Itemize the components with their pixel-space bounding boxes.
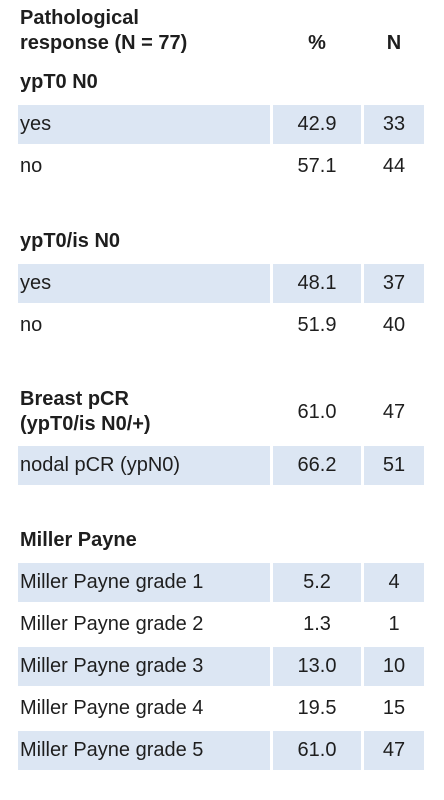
empty-cell bbox=[273, 63, 361, 102]
section-title: ypT0/is N0 bbox=[20, 230, 121, 252]
n-cell: 47 bbox=[382, 400, 406, 423]
percent-cell: 61.0 bbox=[273, 731, 361, 770]
n-cell: 37 bbox=[364, 264, 424, 303]
row-label: yes bbox=[18, 105, 270, 144]
table-row: Miller Payne grade 1 5.2 4 bbox=[18, 563, 426, 602]
n-cell: 47 bbox=[364, 731, 424, 770]
percent-cell: 5.2 bbox=[273, 563, 361, 602]
section-title-row: Miller Payne bbox=[18, 521, 426, 560]
section-title: Breast pCR (ypT0/is N0/+) bbox=[20, 388, 151, 435]
table-row: nodal pCR (ypN0) 66.2 51 bbox=[18, 446, 426, 485]
empty-cell bbox=[273, 222, 361, 261]
section-title-row: ypT0/is N0 bbox=[18, 222, 426, 261]
row-label: Miller Payne grade 5 bbox=[18, 731, 270, 770]
spacer bbox=[18, 189, 426, 222]
row-label: Miller Payne grade 2 bbox=[20, 613, 204, 635]
section-title-row: ypT0 N0 bbox=[18, 63, 426, 102]
column-header: N bbox=[386, 32, 402, 54]
row-label: Miller Payne grade 1 bbox=[18, 563, 270, 602]
spacer bbox=[18, 488, 426, 521]
percent-cell: 66.2 bbox=[273, 446, 361, 485]
percent-cell: 57.1 bbox=[297, 155, 337, 177]
header-title: Pathological response (N = 77) bbox=[20, 7, 188, 54]
empty-cell bbox=[364, 63, 424, 102]
row-label: yes bbox=[18, 264, 270, 303]
table-row: Miller Payne grade 5 61.0 47 bbox=[18, 731, 426, 770]
table-row: Miller Payne grade 2 1.3 1 bbox=[18, 605, 426, 644]
table-row: yes 42.9 33 bbox=[18, 105, 426, 144]
empty-cell bbox=[364, 222, 424, 261]
section-title: ypT0 N0 bbox=[20, 71, 98, 93]
empty-cell bbox=[273, 521, 361, 560]
n-cell: 44 bbox=[382, 155, 406, 177]
table-row: Miller Payne grade 3 13.0 10 bbox=[18, 647, 426, 686]
spacer bbox=[18, 348, 426, 381]
row-label: nodal pCR (ypN0) bbox=[18, 446, 270, 485]
n-cell: 40 bbox=[382, 314, 406, 336]
table-row: no 57.1 44 bbox=[18, 147, 426, 186]
percent-cell: 19.5 bbox=[297, 697, 337, 719]
n-cell: 4 bbox=[364, 563, 424, 602]
section-title-row: Breast pCR (ypT0/is N0/+) 61.0 47 bbox=[18, 381, 426, 443]
row-label: no bbox=[20, 314, 43, 336]
empty-cell bbox=[364, 521, 424, 560]
percent-cell: 42.9 bbox=[273, 105, 361, 144]
n-cell: 10 bbox=[364, 647, 424, 686]
table-row: Miller Payne grade 4 19.5 15 bbox=[18, 689, 426, 728]
percent-cell: 13.0 bbox=[273, 647, 361, 686]
row-label: Miller Payne grade 3 bbox=[18, 647, 270, 686]
row-label: Miller Payne grade 4 bbox=[20, 697, 204, 719]
percent-cell: 48.1 bbox=[273, 264, 361, 303]
section-title: Miller Payne bbox=[20, 529, 137, 551]
percent-cell: 1.3 bbox=[303, 613, 331, 635]
column-header: % bbox=[308, 32, 326, 54]
table-row: yes 48.1 37 bbox=[18, 264, 426, 303]
header-row: Pathological response (N = 77)% N bbox=[18, 6, 426, 60]
n-cell: 15 bbox=[382, 697, 406, 719]
n-cell: 51 bbox=[364, 446, 424, 485]
percent-cell: 51.9 bbox=[297, 314, 337, 336]
table-row: no 51.9 40 bbox=[18, 306, 426, 345]
n-cell: 1 bbox=[388, 613, 400, 635]
row-label: no bbox=[20, 155, 43, 177]
n-cell: 33 bbox=[364, 105, 424, 144]
percent-cell: 61.0 bbox=[297, 400, 337, 423]
